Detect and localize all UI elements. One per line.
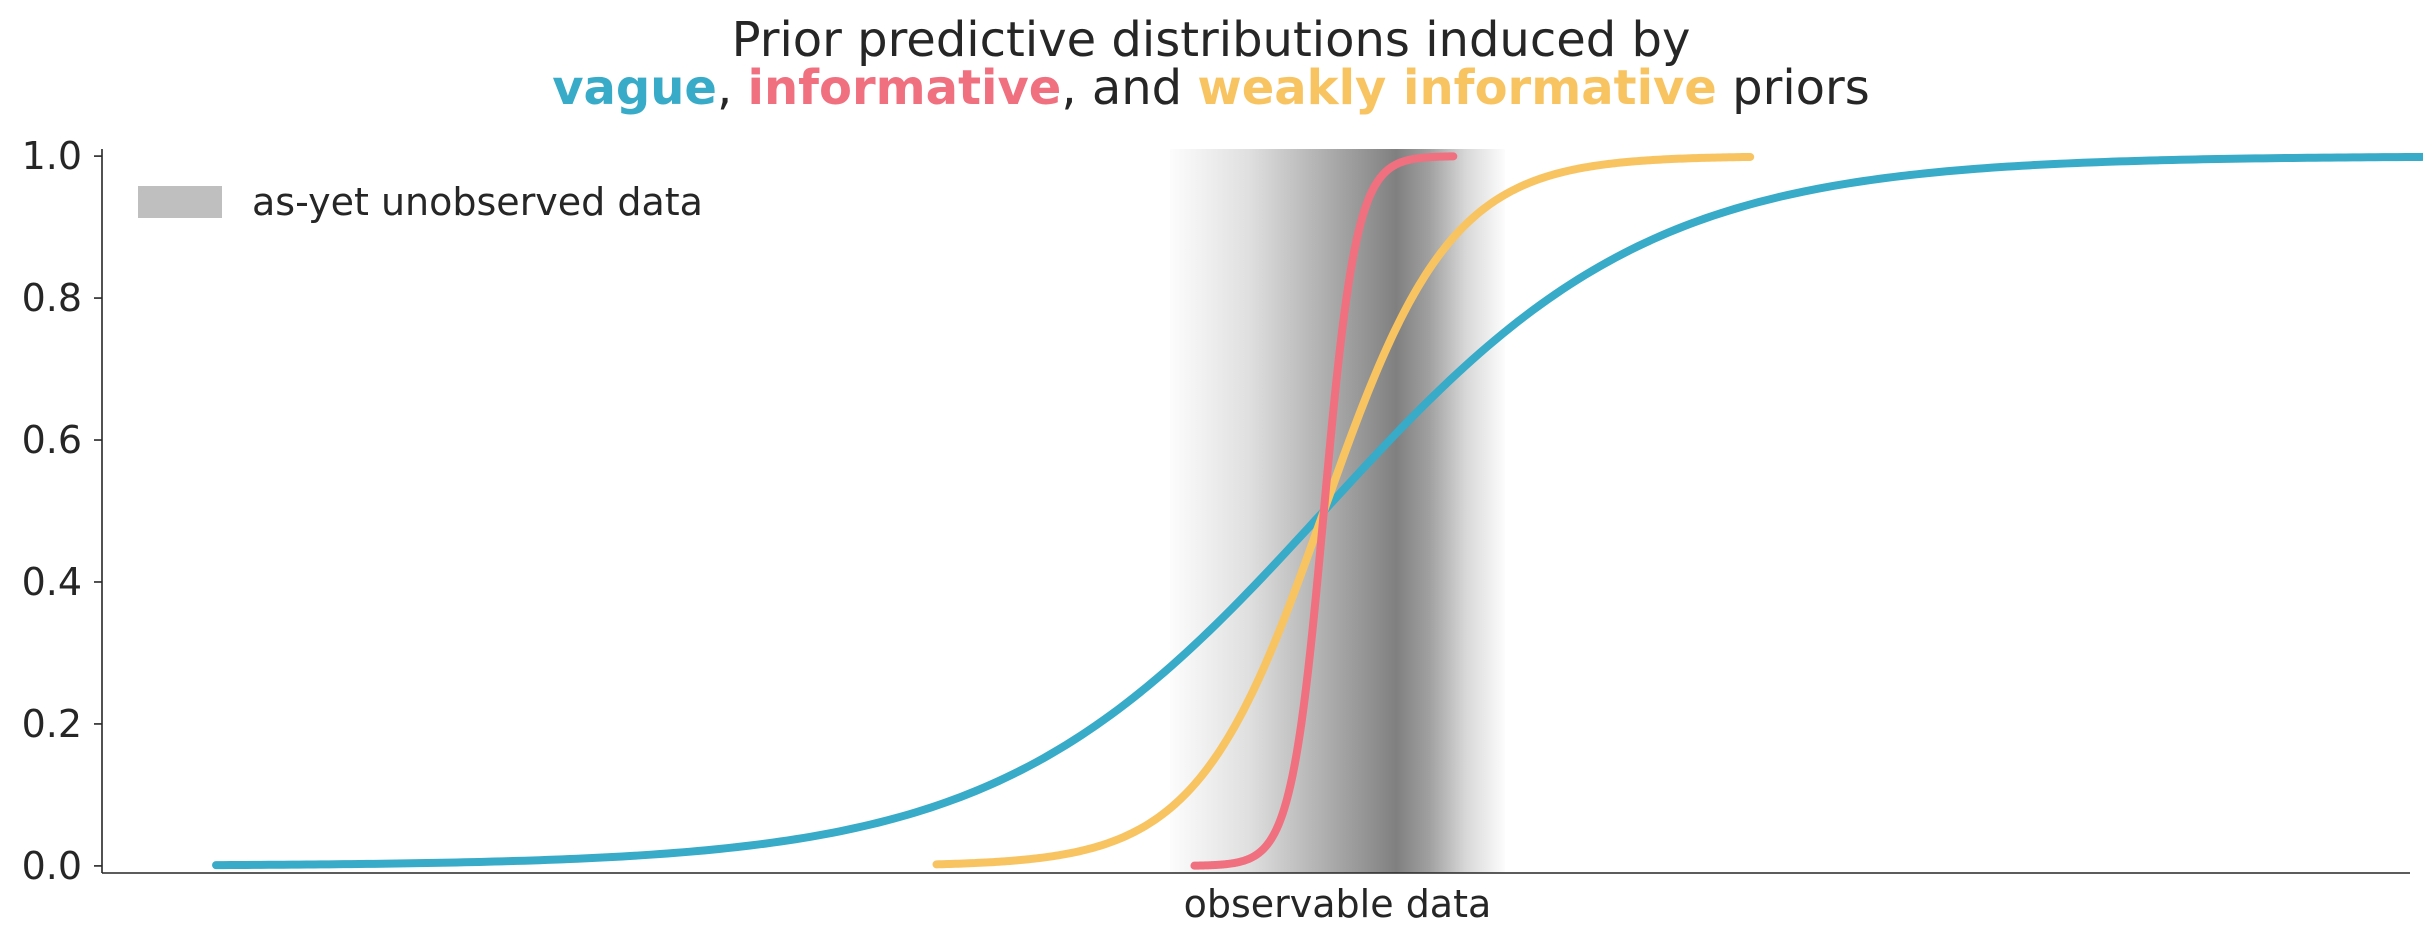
title-line-2: vague, informative, and weakly informati… (552, 60, 1870, 116)
legend: as-yet unobserved data (138, 180, 703, 224)
y-tick-label: 0.4 (22, 560, 82, 604)
title-separator-1: , (717, 60, 748, 116)
y-tick-label: 1.0 (22, 134, 82, 178)
series-weakly-informative (932, 152, 1755, 869)
y-tick-label: 0.0 (22, 844, 82, 888)
title-informative: informative (748, 60, 1062, 116)
series-informative (1190, 152, 1458, 870)
y-ticks: 0.0 0.2 0.4 0.6 0.8 1.0 (22, 134, 102, 888)
series-layer (212, 152, 2423, 870)
legend-label: as-yet unobserved data (252, 180, 703, 224)
y-tick-label: 0.2 (22, 702, 82, 746)
unobserved-data-band (1170, 149, 1505, 873)
x-axis-label: observable data (1184, 882, 1492, 926)
title-line-1: Prior predictive distributions induced b… (732, 12, 1691, 68)
axes: 0.0 0.2 0.4 0.6 0.8 1.0 observable data (22, 134, 2410, 926)
title-weakly-informative: weakly informative (1197, 60, 1716, 116)
y-tick-label: 0.6 (22, 418, 82, 462)
title-vague: vague (552, 60, 717, 116)
y-tick-label: 0.8 (22, 276, 82, 320)
chart-title: Prior predictive distributions induced b… (552, 12, 1870, 116)
title-separator-2: , and (1061, 60, 1197, 116)
title-suffix: priors (1717, 60, 1870, 116)
legend-patch (138, 186, 222, 218)
series-vague (212, 152, 2423, 870)
